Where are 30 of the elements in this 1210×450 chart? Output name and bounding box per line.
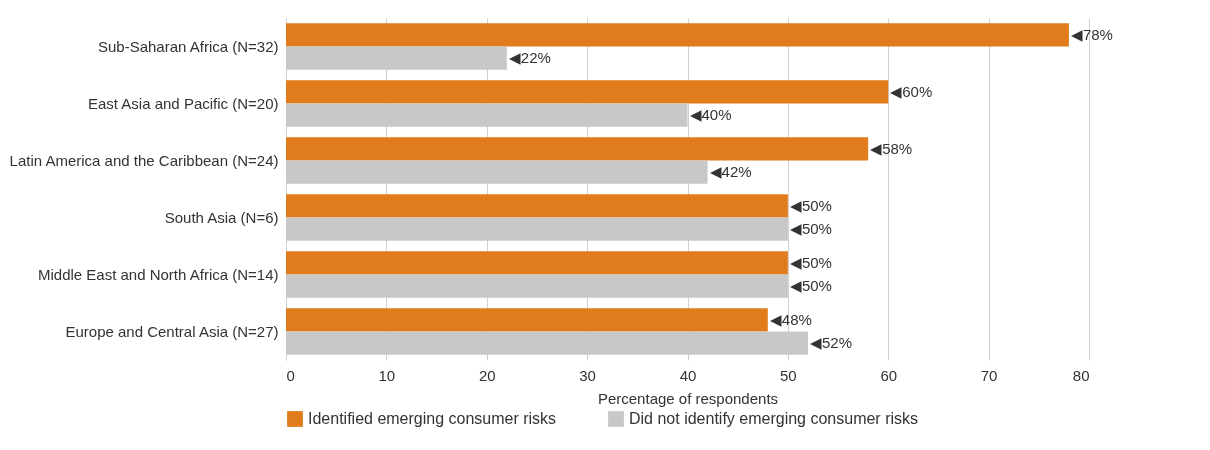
data-label: ◀50% [789,196,832,214]
y-tick-label: East Asia and Pacific (N=20) [87,94,279,112]
data-label: ◀40% [689,106,732,124]
data-label: ◀48% [769,310,812,328]
x-tick-label: 80 [1072,366,1090,384]
x-tick-label: 30 [579,366,596,384]
legend-label: Identified emerging consumer risks [308,410,557,427]
legend-label: Did not identify emerging consumer risks [629,410,919,427]
data-label: ◀58% [870,139,913,157]
y-tick-label: South Asia (N=6) [164,208,279,226]
x-tick-label: 50 [780,366,797,384]
data-label: ◀52% [809,334,852,352]
data-label: ◀50% [789,253,832,271]
y-tick-label: Europe and Central Asia (N=27) [65,322,279,340]
x-tick-label: 60 [880,366,898,384]
y-tick-label: Sub-Saharan Africa (N=32) [97,37,279,55]
data-label: ◀42% [709,163,752,181]
x-tick-label: 10 [378,366,396,384]
y-tick-label: Latin America and the Caribbean (N=24) [9,151,279,169]
data-label: ◀60% [890,82,933,100]
x-axis-title: Percentage of respondents [597,389,779,407]
data-label: ◀22% [508,49,551,67]
x-tick-label: 70 [980,366,998,384]
data-label: ◀78% [1070,25,1113,43]
data-label: ◀50% [789,277,832,295]
x-tick-label: 40 [679,366,697,384]
y-tick-label: Middle East and North Africa (N=14) [37,265,279,283]
x-tick-label: 20 [478,366,496,384]
data-label: ◀50% [789,220,832,238]
x-tick-label: 0 [286,366,295,384]
